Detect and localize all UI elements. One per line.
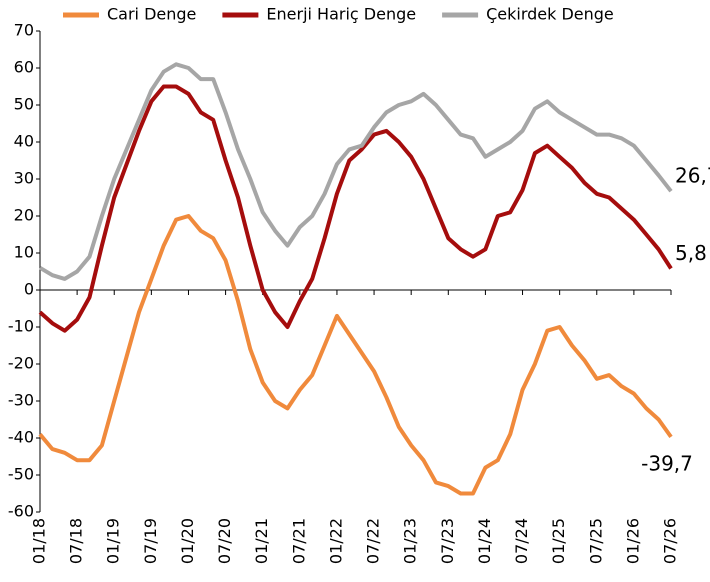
x-tick-label: 07/24 [512, 518, 531, 564]
y-tick-label: 20 [14, 206, 34, 225]
x-tick-label: 07/26 [661, 518, 680, 564]
y-tick-label: -20 [8, 354, 34, 373]
legend-label: Cari Denge [107, 5, 196, 24]
x-tick-label: 07/23 [438, 518, 457, 564]
y-tick-label: -10 [8, 317, 34, 336]
legend-label: Enerji Hariç Denge [266, 5, 416, 24]
legend-label: Çekirdek Denge [486, 5, 614, 24]
data-label: 5,8 [675, 241, 707, 265]
y-tick-label: 60 [14, 58, 34, 77]
x-tick-label: 07/19 [141, 518, 160, 564]
x-tick-label: 07/25 [586, 518, 605, 564]
legend: Cari Denge Enerji Hariç Denge Çekirdek Den… [63, 5, 614, 24]
y-tick-label: 30 [14, 169, 34, 188]
x-tick-label: 01/24 [475, 518, 494, 564]
x-tick-label: 07/21 [289, 518, 308, 564]
y-tick-label: 50 [14, 95, 34, 114]
data-label: -39,7 [641, 451, 693, 475]
line-series [38, 214, 673, 496]
x-tick-label: 01/23 [401, 518, 420, 564]
y-tick-label: 10 [14, 243, 34, 262]
line-series [38, 84, 673, 333]
data-label: 26,7 [675, 164, 710, 188]
x-tick-label: 01/25 [549, 518, 568, 564]
x-tick-label: 01/21 [252, 518, 271, 564]
x-tick-label: 07/22 [364, 518, 383, 564]
y-tick-label: -60 [8, 502, 34, 521]
x-tick-label: 01/19 [104, 518, 123, 564]
x-tick-label: 07/20 [215, 518, 234, 564]
y-tick-label: -50 [8, 465, 34, 484]
y-tick-label: -40 [8, 428, 34, 447]
y-tick-label: 70 [14, 21, 34, 40]
x-tick-label: 01/20 [178, 518, 197, 564]
x-tick-label: 01/18 [30, 518, 49, 564]
y-tick-label: 40 [14, 132, 34, 151]
y-tick-label: -30 [8, 391, 34, 410]
line-series [38, 62, 673, 281]
x-tick-label: 01/22 [326, 518, 345, 564]
x-tick-label: 07/18 [67, 518, 86, 564]
y-tick-label: 0 [24, 280, 34, 299]
x-tick-label: 01/26 [623, 518, 642, 564]
